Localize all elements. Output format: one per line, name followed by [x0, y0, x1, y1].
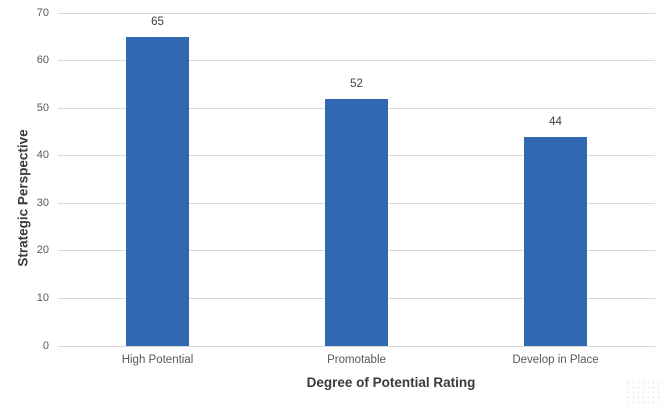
y-tick-label-10: 10	[36, 291, 49, 304]
corner-watermark	[626, 380, 660, 406]
y-tick-label-40: 40	[36, 149, 49, 162]
y-tick-label-0: 0	[42, 339, 49, 352]
y-tick-label-30: 30	[36, 196, 49, 209]
y-tick-label-20: 20	[36, 244, 49, 257]
plot-area: 65 52 44	[58, 12, 655, 347]
y-tick-label-60: 60	[36, 54, 49, 67]
x-category-label-high-potential: High Potential	[121, 354, 194, 366]
bar-value-label-develop-in-place: 44	[549, 115, 562, 128]
bar-value-label-high-potential: 65	[151, 15, 164, 28]
bar-promotable	[325, 98, 388, 346]
gridline-y-70	[58, 12, 655, 14]
y-tick-label-70: 70	[36, 6, 49, 19]
gridline-y-0	[58, 345, 655, 347]
bar-value-label-promotable: 52	[350, 77, 363, 90]
gridline-y-60	[58, 60, 655, 62]
bar-develop-in-place	[524, 136, 587, 346]
x-category-label-promotable: Promotable	[327, 354, 386, 366]
x-category-label-develop-in-place: Develop in Place	[512, 354, 599, 366]
x-axis-title: Degree of Potential Rating	[306, 375, 476, 390]
y-tick-label-50: 50	[36, 101, 49, 114]
bar-high-potential	[126, 36, 189, 346]
